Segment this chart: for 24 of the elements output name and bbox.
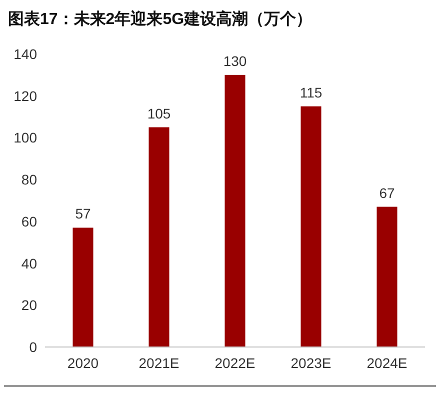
x-tick-label: 2020 bbox=[67, 355, 99, 371]
y-tick-label: 80 bbox=[21, 172, 38, 188]
data-label: 130 bbox=[223, 52, 247, 69]
data-label: 115 bbox=[300, 84, 322, 100]
x-tick-label: 2021E bbox=[138, 355, 180, 371]
x-tick-label: 2023E bbox=[290, 355, 332, 371]
y-tick-label: 0 bbox=[29, 339, 38, 355]
y-tick-label: 120 bbox=[14, 88, 38, 104]
y-tick-label: 40 bbox=[21, 255, 38, 272]
bar bbox=[148, 127, 170, 347]
bar bbox=[300, 106, 322, 347]
x-tick-label: 2022E bbox=[214, 355, 256, 371]
y-tick-label: 140 bbox=[14, 46, 38, 62]
bar bbox=[376, 206, 398, 347]
data-label: 105 bbox=[147, 105, 171, 122]
x-tick-label: 2024E bbox=[366, 355, 408, 371]
bar bbox=[224, 74, 246, 347]
y-tick-label: 20 bbox=[21, 297, 38, 314]
y-tick-label: 60 bbox=[21, 213, 38, 230]
chart-title: 图表17：未来2年迎来5G建设高潮（万个） bbox=[8, 9, 312, 28]
data-label: 67 bbox=[379, 184, 395, 201]
data-label: 57 bbox=[75, 206, 91, 222]
bar bbox=[72, 228, 94, 347]
y-tick-label: 100 bbox=[14, 130, 38, 146]
